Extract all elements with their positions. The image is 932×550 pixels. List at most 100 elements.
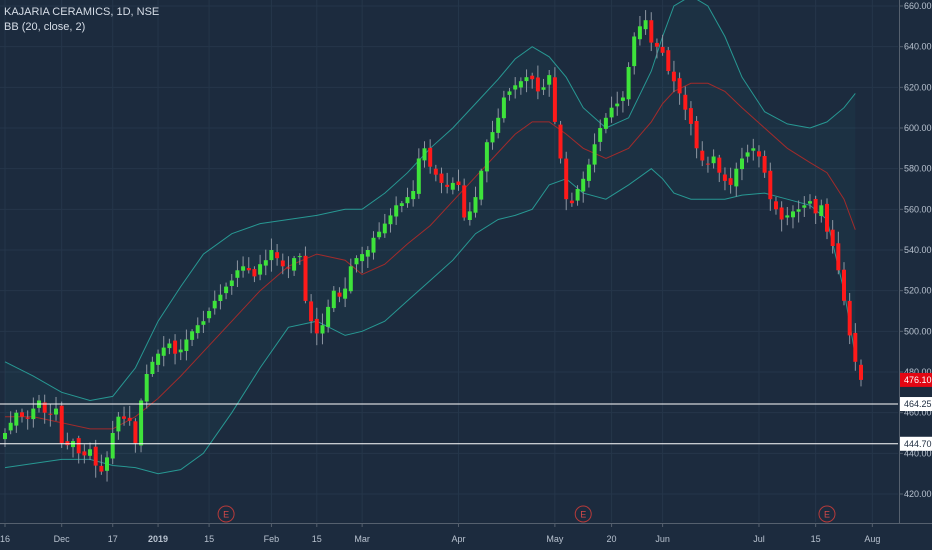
candle-body [326,306,331,327]
candle [530,72,535,89]
candle-body [785,215,790,218]
candle [796,200,801,223]
candle-body [507,91,512,95]
candle-body [757,151,761,157]
candle [224,282,229,300]
candle [161,336,166,367]
candle-body [116,416,121,432]
candle-body [615,103,620,107]
candle-body [88,449,92,456]
candle [76,435,81,464]
candle-body [303,255,308,301]
candle [116,411,121,440]
candle-body [411,191,416,200]
candle [127,405,132,426]
candle-body [394,205,399,217]
bb-upper-line [4,0,856,402]
candle-body [501,97,506,119]
candle-body [762,156,767,173]
candle [757,145,761,168]
candle [513,77,518,99]
candle [8,411,13,435]
earnings-marker-label: E [580,510,586,520]
time-axis[interactable]: 16 Dec 17 2019 15 Feb 15 Mar Apr May 20 Jun Jul 15 Aug [0,523,880,544]
candle-body [422,148,427,161]
candle-body [337,292,342,297]
candle-body [688,108,693,124]
candle-body [297,256,302,258]
candle-body [156,353,161,365]
candle-body [3,433,7,440]
horizontal-levels[interactable] [0,403,898,445]
candle-body [802,205,807,208]
candle-body [717,157,722,173]
candle-body [252,269,257,277]
candle-body [456,181,461,185]
candle [275,244,280,266]
level-price-label-text: 464.25 [904,399,932,409]
candle-body [105,457,109,471]
candle [184,329,189,361]
candle [133,418,138,453]
candle [195,317,200,339]
price-axis[interactable]: 420.00 440.00 460.00 480.00 500.00 520.00 540.… [899,1,932,499]
candle [779,201,784,232]
symbol-title[interactable]: KAJARIA CERAMICS, 1D, NSE [4,6,160,18]
y-tick-label: 420.00 [904,489,932,499]
candle [399,200,404,213]
y-tick-label: 460.00 [904,408,932,418]
candle-body [734,168,739,187]
candle [598,119,603,152]
candle [286,256,291,279]
candle-body [314,318,319,334]
candle-body [275,252,280,259]
candle [88,442,92,461]
candle [711,149,716,169]
candle-body [569,200,574,204]
candle [643,10,648,35]
candle [354,255,359,273]
candle-body [195,325,200,334]
candle-body [462,185,467,218]
candle [309,294,314,334]
candle [269,238,274,272]
candle [507,87,512,101]
last-price-label-bg [900,372,932,387]
candle-body [280,260,285,267]
candle [360,246,365,274]
candle [819,199,824,223]
candle [496,108,501,139]
candle [348,258,353,294]
candle-body [343,288,348,299]
candle [82,444,87,464]
candle [552,67,557,125]
x-tick-label: Apr [452,534,466,544]
indicator-label[interactable]: BB (20, close, 2) [4,21,86,33]
candle-body [677,78,682,94]
x-tick-label: Aug [864,534,880,544]
candle-body [705,163,710,165]
level-price-label: 464.25 [900,397,932,412]
candle [105,451,109,482]
y-tick-label: 600.00 [904,123,932,133]
candle [229,273,234,295]
candle [144,364,149,409]
candle [558,120,563,164]
candle [207,307,212,323]
candle-body [416,158,421,194]
candle-body [241,266,246,271]
candle-body [632,36,637,67]
candle [484,139,489,183]
candle [830,220,835,254]
candle-body [14,412,19,426]
candle-body [190,331,195,340]
candle [445,172,450,194]
candle [700,141,705,167]
candle-body [779,207,784,220]
candle-body [791,211,795,218]
candle-body [524,77,529,82]
candle-body [161,347,166,356]
candle [122,406,126,426]
candle [547,69,552,97]
